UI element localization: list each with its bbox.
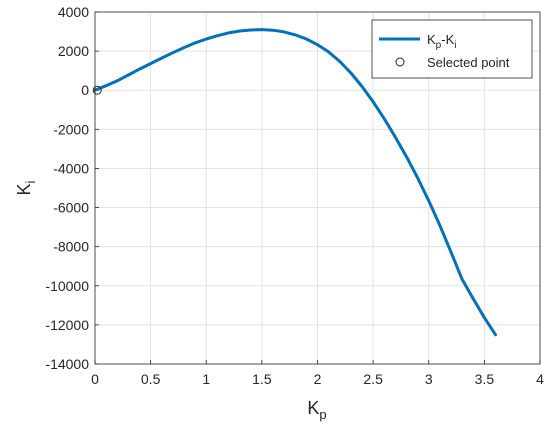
x-ticks: 0 0.5 1 1.5 2 2.5 3 3.5 4: [91, 360, 544, 387]
y-ticks: -14000 -12000 -10000 -8000 -6000 -4000 -2000 0 2…: [45, 4, 99, 372]
series-line-kp-ki: [93, 28, 497, 337]
x-tick-label: 1: [202, 371, 210, 387]
x-axis-label-sub: p: [319, 407, 326, 422]
legend-series-a: K: [427, 32, 436, 47]
legend-series-b-sub: i: [454, 40, 456, 51]
legend-series-sep: -: [441, 32, 445, 47]
y-tick-label: -8000: [53, 239, 89, 255]
y-axis-label: Ki: [14, 180, 38, 195]
legend-series-label: Kp-Ki: [427, 32, 456, 51]
x-tick-label: 2.5: [363, 371, 383, 387]
legend-series-a-sub: p: [436, 40, 442, 51]
x-tick-label: 0: [91, 371, 99, 387]
series-layer: [92, 28, 497, 337]
legend-marker-swatch: [395, 57, 405, 67]
legend-point-label: Selected point: [427, 55, 510, 70]
legend-series-b: K: [446, 32, 455, 47]
x-tick-label: 0.5: [141, 371, 161, 387]
y-axis-label-sub: i: [23, 180, 38, 183]
legend-box: [371, 19, 533, 79]
y-tick-label: -4000: [53, 160, 89, 176]
x-tick-label: 3.5: [475, 371, 495, 387]
x-tick-label: 4: [536, 371, 544, 387]
x-axis-label: Kp: [307, 398, 326, 422]
y-tick-label: -2000: [53, 121, 89, 137]
x-tick-label: 1.5: [252, 371, 272, 387]
y-tick-label: 2000: [58, 43, 89, 59]
y-tick-label: -14000: [45, 356, 89, 372]
x-tick-label: 2: [314, 371, 322, 387]
y-tick-label: -10000: [45, 278, 89, 294]
selected-point-marker: [92, 85, 102, 95]
y-tick-label: 0: [81, 82, 89, 98]
x-tick-label: 3: [425, 371, 433, 387]
y-tick-label: -6000: [53, 200, 89, 216]
y-axis-label-main: K: [14, 183, 34, 195]
legend: Kp-Ki Selected point: [371, 19, 533, 79]
plot-frame: [94, 11, 541, 365]
x-axis-label-main: K: [307, 398, 319, 418]
y-tick-label: -12000: [45, 317, 89, 333]
y-tick-label: 4000: [58, 4, 89, 20]
